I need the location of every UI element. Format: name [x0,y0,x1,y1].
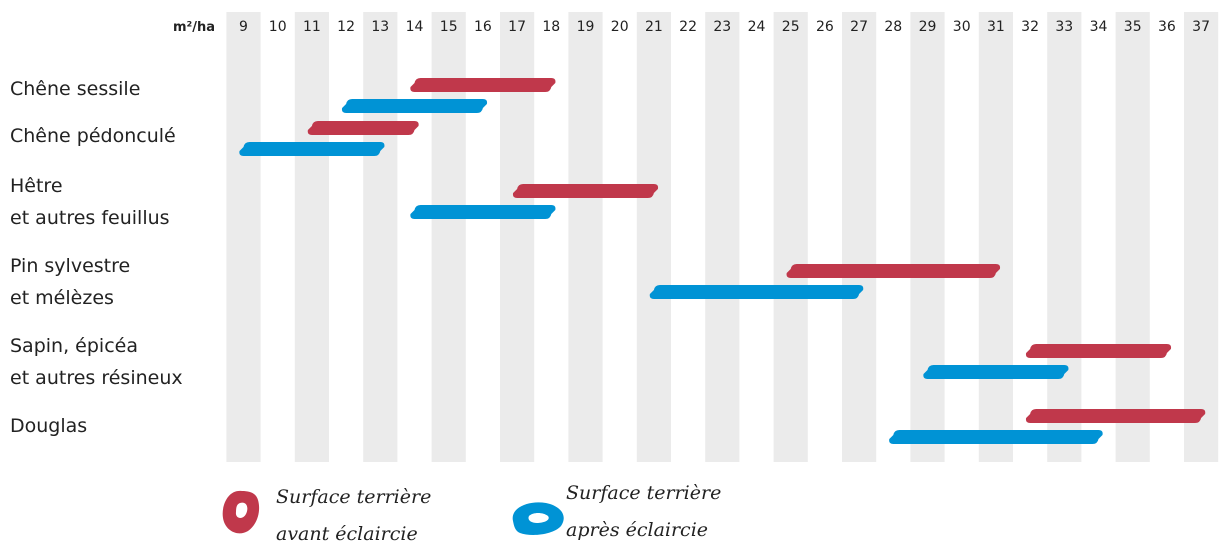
legend: Surface terrière avant éclaircie Surface t… [222,482,721,545]
band-13 [363,12,398,462]
tick-label-10: 10 [269,19,287,35]
tick-label-35: 35 [1124,19,1142,35]
category-label: et autres résineux [10,367,183,389]
bar-avant-6 [1025,409,1206,423]
category-label: et mélèzes [10,287,114,309]
band-9 [226,12,261,462]
background-bands [226,12,1219,462]
band-19 [568,12,603,462]
bar-apres-5 [923,365,1069,379]
tick-label-15: 15 [440,19,458,35]
bar-avant-5 [1025,344,1172,358]
category-label: et autres feuillus [10,207,170,229]
tick-label-33: 33 [1055,19,1073,35]
band-11 [294,12,329,462]
band-37 [1184,12,1219,462]
category-label: Hêtre [10,175,63,197]
legend-swatch-apres [512,502,564,535]
x-tick-labels: 9 10 11 12 13 14 15 16 17 18 19 20 21 22 23 24 25 26 27 28 2… [239,19,1210,35]
bar-apres-3 [410,205,556,219]
tick-label-34: 34 [1090,19,1108,35]
band-27 [842,12,877,462]
band-25 [773,12,808,462]
bar-avant-2 [307,121,419,135]
legend-label-apres: Surface terrière [566,482,721,504]
tick-label-28: 28 [884,19,902,35]
band-23 [705,12,740,462]
bar-apres-2 [239,142,385,156]
bar-avant-1 [410,78,556,92]
tick-label-26: 26 [816,19,834,35]
tick-label-37: 37 [1192,19,1210,35]
band-29 [910,12,945,462]
tick-label-32: 32 [1021,19,1039,35]
tick-label-20: 20 [611,19,629,35]
tick-label-24: 24 [748,19,766,35]
tick-label-19: 19 [577,19,595,35]
tick-label-23: 23 [713,19,731,35]
tick-label-16: 16 [474,19,492,35]
tick-label-31: 31 [987,19,1005,35]
band-21 [636,12,671,462]
band-33 [1047,12,1082,462]
tick-label-29: 29 [919,19,937,35]
category-label: Pin sylvestre [10,255,130,277]
band-35 [1115,12,1150,462]
tick-label-12: 12 [337,19,355,35]
legend-label-avant: Surface terrière [276,486,431,508]
tick-label-30: 30 [953,19,971,35]
category-label: Chêne sessile [10,78,140,100]
legend-swatch-avant [222,490,260,534]
bar-apres-1 [341,99,488,113]
tick-label-36: 36 [1158,19,1176,35]
bar-avant-4 [786,264,1001,278]
axis-unit-label: m²/ha [173,20,215,35]
band-31 [978,12,1013,462]
category-label: Sapin, épicéa [10,335,138,357]
legend-label-apres: après éclaircie [566,519,708,541]
tick-label-25: 25 [782,19,800,35]
tick-label-21: 21 [645,19,663,35]
tick-label-18: 18 [542,19,560,35]
tick-label-22: 22 [679,19,697,35]
category-label: Chêne pédonculé [10,125,176,147]
bar-avant-3 [512,184,659,198]
legend-label-avant: avant éclaircie [276,523,418,545]
tick-label-9: 9 [239,19,248,35]
tick-label-17: 17 [508,19,526,35]
tick-label-13: 13 [371,19,389,35]
bar-apres-4 [649,285,864,299]
tick-label-11: 11 [303,19,321,35]
tick-label-14: 14 [406,19,424,35]
category-labels: Chêne sessile Chêne pédonculé Hêtre et autr… [10,78,183,437]
category-label: Douglas [10,415,87,437]
bar-apres-6 [889,430,1103,444]
tick-label-27: 27 [850,19,868,35]
bars [239,78,1206,444]
